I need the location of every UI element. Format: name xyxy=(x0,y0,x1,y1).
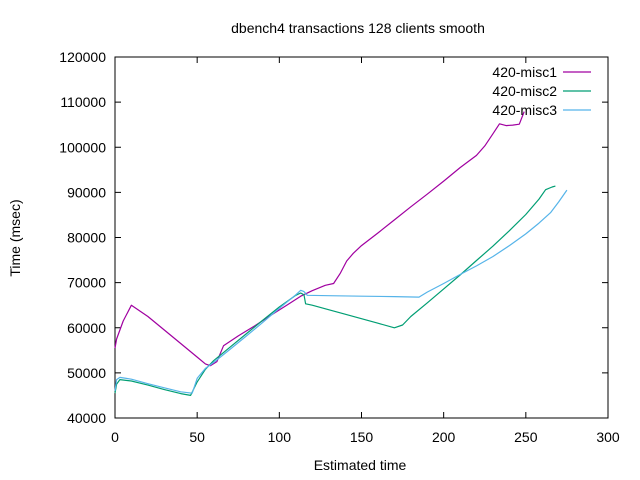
series-lines xyxy=(114,111,568,396)
y-tick-label: 90000 xyxy=(67,184,106,200)
x-tick-label: 100 xyxy=(268,429,292,445)
y-tick-label: 70000 xyxy=(67,275,106,291)
y-tick-label: 100000 xyxy=(59,139,106,155)
legend-label-420-misc3: 420-misc3 xyxy=(492,102,557,118)
x-tick-label: 50 xyxy=(189,429,205,445)
y-tick-label: 50000 xyxy=(67,365,106,381)
x-tick-label: 150 xyxy=(350,429,374,445)
y-axis: 40000 50000 60000 70000 80000 90000 100000 1100… xyxy=(59,49,608,426)
legend-label-420-misc1: 420-misc1 xyxy=(492,64,557,80)
legend: 420-misc1 420-misc2 420-misc3 xyxy=(492,64,591,118)
y-tick-label: 120000 xyxy=(59,49,106,65)
series-line-420-misc1 xyxy=(114,111,525,367)
y-tick-label: 110000 xyxy=(60,94,106,110)
y-tick-label: 80000 xyxy=(67,230,106,246)
x-tick-label: 250 xyxy=(514,429,538,445)
y-tick-label: 60000 xyxy=(67,320,106,336)
chart-title: dbench4 transactions 128 clients smooth xyxy=(231,20,485,36)
series-line-420-misc3 xyxy=(114,189,568,394)
x-axis: 0 50 100 150 200 250 300 xyxy=(111,57,620,445)
y-tick-label: 40000 xyxy=(67,410,106,426)
x-axis-label: Estimated time xyxy=(314,457,407,473)
x-tick-label: 0 xyxy=(111,429,119,445)
x-tick-label: 300 xyxy=(596,429,620,445)
x-tick-label: 200 xyxy=(432,429,456,445)
legend-label-420-misc2: 420-misc2 xyxy=(492,83,557,99)
series-line-420-misc2 xyxy=(114,185,556,396)
y-axis-label: Time (msec) xyxy=(7,199,23,276)
